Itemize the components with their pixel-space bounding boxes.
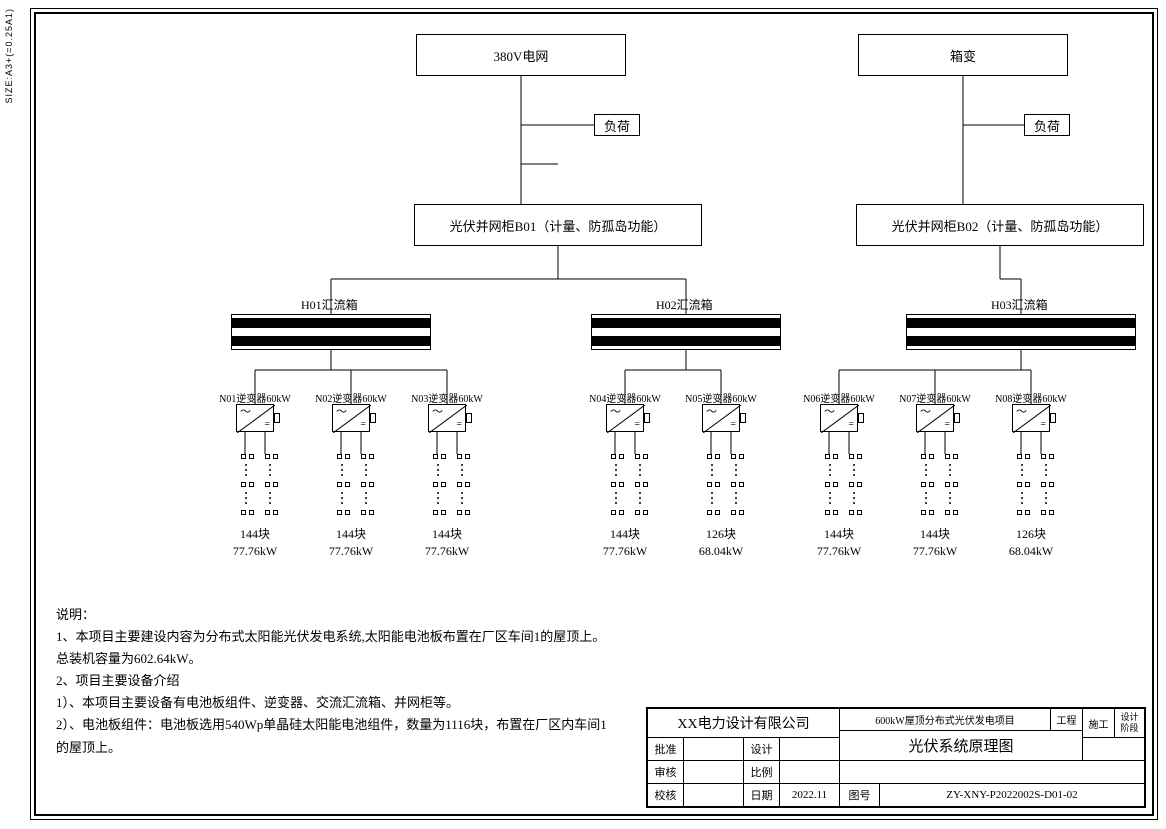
inverter-terminal-5	[858, 413, 864, 423]
pv-array-label-4: 126块68.04kW	[691, 526, 751, 560]
diagram-canvas: 380V电网 箱变负荷 负荷光伏并网柜B01（计量、防孤岛功能） 光伏并网柜B02（计…	[36, 14, 1152, 814]
inverter-terminal-1	[370, 413, 376, 423]
pv-array-label-0: 144块77.76kW	[225, 526, 285, 560]
inverter-label-2: N03逆变器60kW	[404, 390, 490, 405]
inverter-label-0: N01逆变器60kW	[212, 390, 298, 405]
tb-dwgno-v: ZY-XNY-P2022002S-D01-02	[880, 784, 1145, 807]
tb-phase-eng: 工程	[1051, 709, 1083, 731]
inverter-label-3: N04逆变器60kW	[582, 390, 668, 405]
tb-date-v: 2022.11	[780, 784, 840, 807]
tb-scale-v	[780, 761, 840, 784]
pv-array-1	[326, 454, 376, 534]
notes-block: 说明： 1、本项目主要建设内容为分布式太阳能光伏发电系统,太阳能电池板布置在厂区…	[56, 604, 616, 759]
tb-phase-design: 设计阶段	[1115, 709, 1145, 738]
pv-array-4	[696, 454, 746, 534]
inverter-box-1: ～=	[332, 404, 370, 432]
tb-design-k: 设计	[744, 738, 780, 761]
inverter-label-6: N07逆变器60kW	[892, 390, 978, 405]
pv-array-5	[814, 454, 864, 534]
inverter-box-0: ～=	[236, 404, 274, 432]
pv-array-2	[422, 454, 472, 534]
inverter-box-2: ～=	[428, 404, 466, 432]
combiner-label-2: H03汇流箱	[991, 296, 1048, 313]
pv-array-label-5: 144块77.76kW	[809, 526, 869, 560]
inverter-label-5: N06逆变器60kW	[796, 390, 882, 405]
tb-phase-con: 施工	[1083, 709, 1115, 738]
inverter-label-7: N08逆变器60kW	[988, 390, 1074, 405]
tb-drawing-title: 光伏系统原理图	[840, 731, 1083, 761]
inverter-terminal-3	[644, 413, 650, 423]
inverter-label-4: N05逆变器60kW	[678, 390, 764, 405]
inverter-terminal-2	[466, 413, 472, 423]
combiner-box-0	[231, 314, 431, 350]
tb-project: 600kW屋顶分布式光伏发电项目	[840, 709, 1051, 731]
tb-review-v	[684, 761, 744, 784]
pv-array-label-1: 144块77.76kW	[321, 526, 381, 560]
load-box-1: 负荷	[1024, 114, 1070, 136]
tb-review-k: 审核	[648, 761, 684, 784]
inverter-terminal-6	[954, 413, 960, 423]
inverter-box-7: ～=	[1012, 404, 1050, 432]
tb-approve-v	[684, 738, 744, 761]
notes-line: 1、本项目主要建设内容为分布式太阳能光伏发电系统,太阳能电池板布置在厂区车间1的…	[56, 626, 616, 670]
inverter-terminal-7	[1050, 413, 1056, 423]
tb-check-k: 校核	[648, 784, 684, 807]
title-block: XX电力设计有限公司 600kW屋顶分布式光伏发电项目 工程 施工 设计阶段 光…	[646, 707, 1146, 808]
inverter-box-4: ～=	[702, 404, 740, 432]
pv-array-6	[910, 454, 960, 534]
inverter-box-3: ～=	[606, 404, 644, 432]
pv-array-0	[230, 454, 280, 534]
size-label: SIZE:A3+(=0.25A1)	[4, 8, 14, 104]
tb-company: XX电力设计有限公司	[648, 709, 840, 738]
pv-array-label-7: 126块68.04kW	[1001, 526, 1061, 560]
notes-line: 2）、电池板组件：电池板选用540Wp单晶硅太阳能电池组件，数量为1116块，布…	[56, 714, 616, 758]
combiner-label-1: H02汇流箱	[656, 296, 713, 313]
combiner-box-2	[906, 314, 1136, 350]
inverter-box-6: ～=	[916, 404, 954, 432]
notes-line: 2、项目主要设备介绍	[56, 670, 616, 692]
tb-design-v	[780, 738, 840, 761]
grid-box: 380V电网	[416, 34, 626, 76]
tb-approve-k: 批准	[648, 738, 684, 761]
cabinet-box-0: 光伏并网柜B01（计量、防孤岛功能）	[414, 204, 702, 246]
notes-line: 1）、本项目主要设备有电池板组件、逆变器、交流汇流箱、并网柜等。	[56, 692, 616, 714]
tb-scale-k: 比例	[744, 761, 780, 784]
pv-array-label-3: 144块77.76kW	[595, 526, 655, 560]
tb-date-k: 日期	[744, 784, 780, 807]
pv-array-label-6: 144块77.76kW	[905, 526, 965, 560]
combiner-label-0: H01汇流箱	[301, 296, 358, 313]
inverter-label-1: N02逆变器60kW	[308, 390, 394, 405]
inverter-terminal-4	[740, 413, 746, 423]
pv-array-label-2: 144块77.76kW	[417, 526, 477, 560]
cabinet-box-1: 光伏并网柜B02（计量、防孤岛功能）	[856, 204, 1144, 246]
inverter-box-5: ～=	[820, 404, 858, 432]
combiner-box-1	[591, 314, 781, 350]
inverter-terminal-0	[274, 413, 280, 423]
tb-check-v	[684, 784, 744, 807]
pv-array-3	[600, 454, 650, 534]
transformer-box: 箱变	[858, 34, 1068, 76]
notes-heading: 说明：	[56, 604, 616, 626]
load-box-0: 负荷	[594, 114, 640, 136]
pv-array-7	[1006, 454, 1056, 534]
tb-dwgno-k: 图号	[840, 784, 880, 807]
